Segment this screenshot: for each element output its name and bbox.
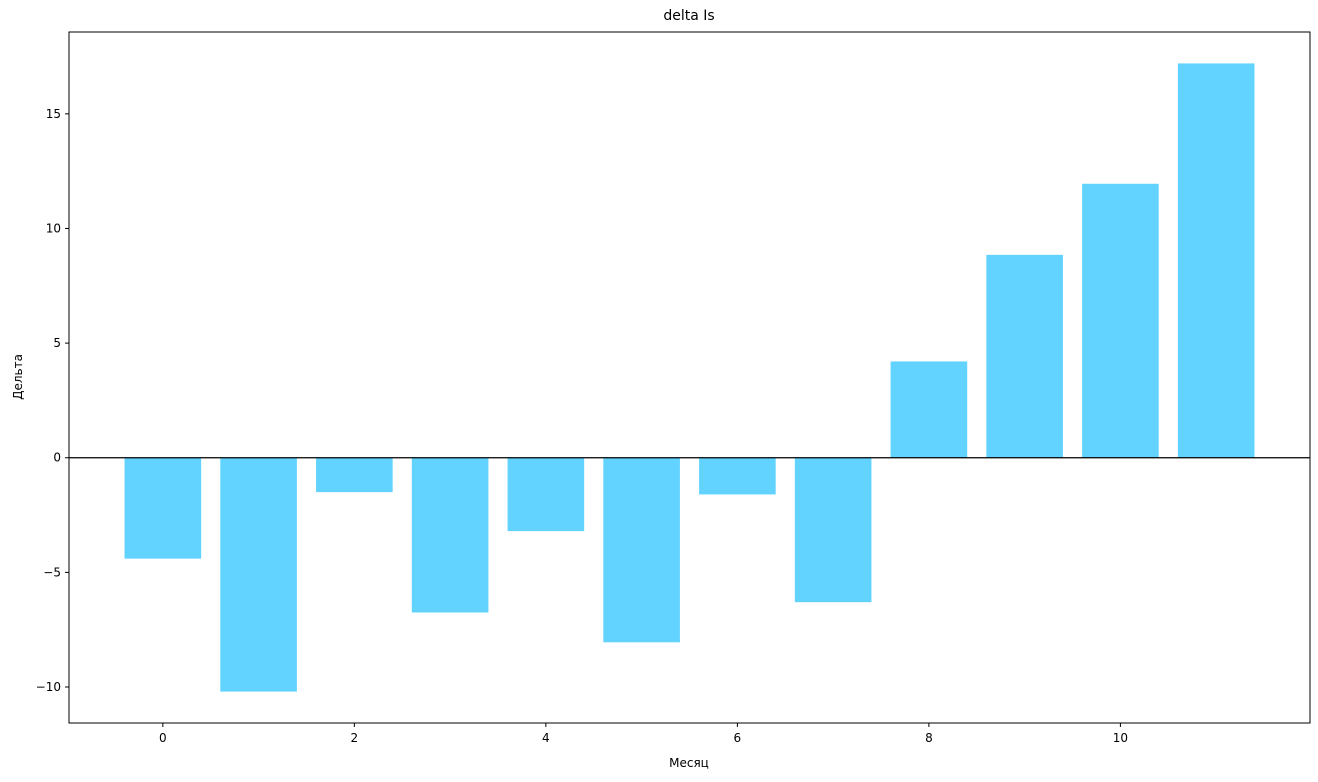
x-tick-label: 2 bbox=[351, 731, 359, 745]
bar-2 bbox=[316, 457, 393, 493]
x-tick-label: 8 bbox=[925, 731, 933, 745]
plot-frame bbox=[68, 31, 1311, 724]
y-tick-label: −5 bbox=[43, 565, 61, 579]
bar-4 bbox=[507, 457, 585, 532]
x-tick-label: 0 bbox=[159, 731, 167, 745]
y-tick-label: 5 bbox=[53, 336, 61, 350]
bar-5 bbox=[603, 457, 680, 643]
x-tick-label: 10 bbox=[1113, 731, 1128, 745]
y-axis-ticks: −10 −5 0 5 10 15 bbox=[36, 107, 69, 694]
chart-title: delta Is bbox=[663, 8, 714, 24]
y-tick-label: 0 bbox=[53, 451, 61, 465]
y-tick-label: −10 bbox=[36, 680, 61, 694]
bars-group bbox=[124, 63, 1255, 692]
x-tick-label: 4 bbox=[542, 731, 550, 745]
y-tick-label: 15 bbox=[46, 107, 61, 121]
y-tick-label: 10 bbox=[46, 221, 61, 235]
bar-8 bbox=[890, 361, 968, 458]
bar-9 bbox=[986, 254, 1063, 458]
x-axis-label: Месяц bbox=[669, 756, 709, 770]
bar-0 bbox=[124, 457, 202, 559]
x-axis-ticks: 0 2 4 6 8 10 bbox=[159, 723, 1128, 745]
bar-10 bbox=[1082, 183, 1159, 458]
x-tick-label: 6 bbox=[734, 731, 742, 745]
bar-1 bbox=[220, 457, 297, 692]
bar-7 bbox=[794, 457, 872, 603]
bar-3 bbox=[411, 457, 489, 613]
y-axis-label: Дельта bbox=[11, 354, 25, 400]
bar-11 bbox=[1177, 63, 1255, 458]
bar-6 bbox=[699, 457, 776, 495]
